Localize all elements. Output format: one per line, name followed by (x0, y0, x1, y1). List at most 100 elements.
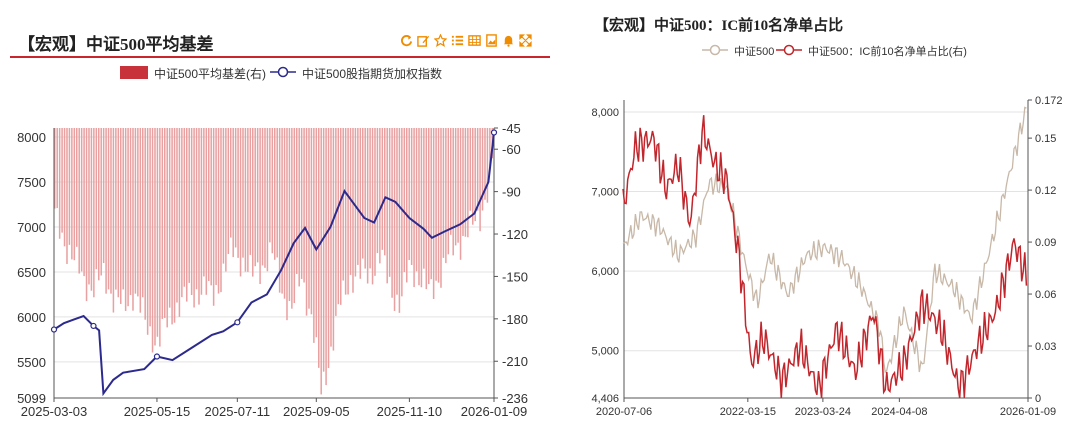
basis-bar (476, 128, 479, 211)
basis-bar (435, 128, 437, 281)
basis-bar (454, 128, 457, 246)
basis-bar (325, 128, 327, 386)
basis-bar (374, 128, 376, 276)
basis-bar (159, 128, 161, 347)
basis-bar (274, 128, 276, 260)
basis-bar (447, 128, 450, 255)
basis-bar (208, 128, 210, 281)
y-right-tick-label: -60 (502, 142, 521, 157)
expand-icon[interactable] (519, 34, 532, 47)
basis-bar (249, 128, 252, 255)
legend-marker-index (709, 44, 721, 56)
x-tick-label: 2023-03-24 (795, 406, 851, 418)
basis-bar (225, 128, 227, 272)
index-point (90, 322, 97, 330)
basis-bar (244, 128, 247, 272)
basis-bar (242, 128, 244, 258)
basis-bar (423, 128, 425, 269)
ratio-line (622, 115, 1028, 399)
basis-bar (85, 128, 88, 302)
y-right-tick-label: -45 (502, 121, 521, 136)
basis-bar (261, 128, 264, 266)
basis-bar (440, 128, 442, 288)
basis-bar (222, 128, 225, 264)
basis-bar (354, 128, 357, 277)
basis-bar (193, 128, 195, 308)
basis-bar (408, 128, 410, 261)
y-right-tick-label: -210 (502, 354, 528, 369)
x-tick-label: 2026-01-09 (1000, 406, 1056, 418)
basis-bar (428, 128, 430, 285)
image-icon[interactable] (485, 34, 498, 47)
y-right-tick-label: -120 (502, 227, 528, 242)
basis-bar (117, 128, 120, 298)
legend-label-index: 中证500股指期货加权指数 (302, 66, 442, 81)
basis-bar (164, 128, 166, 318)
chart-toolbar (400, 34, 532, 47)
basis-bar (181, 128, 183, 298)
list-icon[interactable] (451, 34, 464, 47)
edit-icon[interactable] (417, 34, 430, 47)
basis-bar (347, 128, 349, 295)
basis-bar (283, 128, 286, 299)
star-icon[interactable] (434, 34, 447, 47)
index-point (234, 319, 241, 326)
basis-bar (183, 128, 186, 287)
basis-bar (322, 128, 325, 372)
basis-bar (203, 128, 205, 277)
net-ratio-chart-panel: 【宏观】中证500：IC前10名净单占比 中证500 中证500：IC前10名净单… (582, 0, 1080, 423)
basis-bar (156, 128, 159, 337)
basis-bar (168, 128, 171, 308)
basis-bar (391, 128, 393, 298)
basis-bar (90, 128, 93, 291)
basis-bar (134, 128, 137, 294)
basis-bar (234, 128, 237, 248)
basis-bar (464, 128, 467, 237)
basis-bar (107, 128, 110, 290)
basis-bar (384, 128, 386, 256)
basis-bar (437, 128, 440, 283)
basis-bar (364, 128, 366, 269)
basis-bar (166, 128, 168, 328)
basis-bar (266, 128, 269, 272)
basis-bar (315, 128, 318, 338)
y-left-tick-label: 5,000 (591, 346, 619, 358)
basis-bar (442, 128, 445, 258)
basis-bar (342, 128, 344, 281)
basis-bar (58, 128, 61, 239)
y-left-tick-label: 8000 (17, 130, 46, 145)
basis-bar (142, 128, 144, 298)
refresh-icon[interactable] (400, 34, 413, 47)
y-right-tick-label: -236 (502, 391, 528, 406)
basis-bar (452, 128, 454, 256)
basis-chart-panel: 【宏观】中证500平均基差 中证500平均基差(右) 中证500股指期货加权指数 8… (10, 34, 550, 419)
basis-bar (469, 128, 472, 211)
basis-bar (68, 128, 71, 245)
basis-bar (308, 128, 310, 309)
basis-bar (132, 128, 134, 311)
basis-bar (173, 128, 176, 323)
y-left-tick-label: 6000 (17, 310, 46, 325)
basis-bar (349, 128, 352, 275)
basis-bar (217, 128, 220, 294)
basis-bar (403, 128, 406, 273)
basis-bar (259, 128, 261, 285)
chart-title: 【宏观】中证500平均基差 (18, 35, 214, 54)
bell-icon[interactable] (502, 34, 515, 47)
basis-bar (467, 128, 469, 238)
basis-bar (122, 128, 124, 290)
table-icon[interactable] (468, 34, 481, 47)
basis-bar (396, 128, 398, 295)
y-left-tick-label: 4,406 (591, 393, 619, 405)
basis-bar (73, 128, 76, 261)
basis-bar (359, 128, 362, 279)
index-line (53, 132, 495, 397)
basis-bar (376, 128, 379, 254)
basis-bar (362, 128, 364, 259)
basis-bar (340, 128, 342, 305)
basis-bar (161, 128, 164, 319)
basis-bar (332, 128, 335, 351)
basis-bar (230, 128, 232, 238)
basis-bar (418, 128, 420, 286)
basis-bar (271, 128, 274, 254)
